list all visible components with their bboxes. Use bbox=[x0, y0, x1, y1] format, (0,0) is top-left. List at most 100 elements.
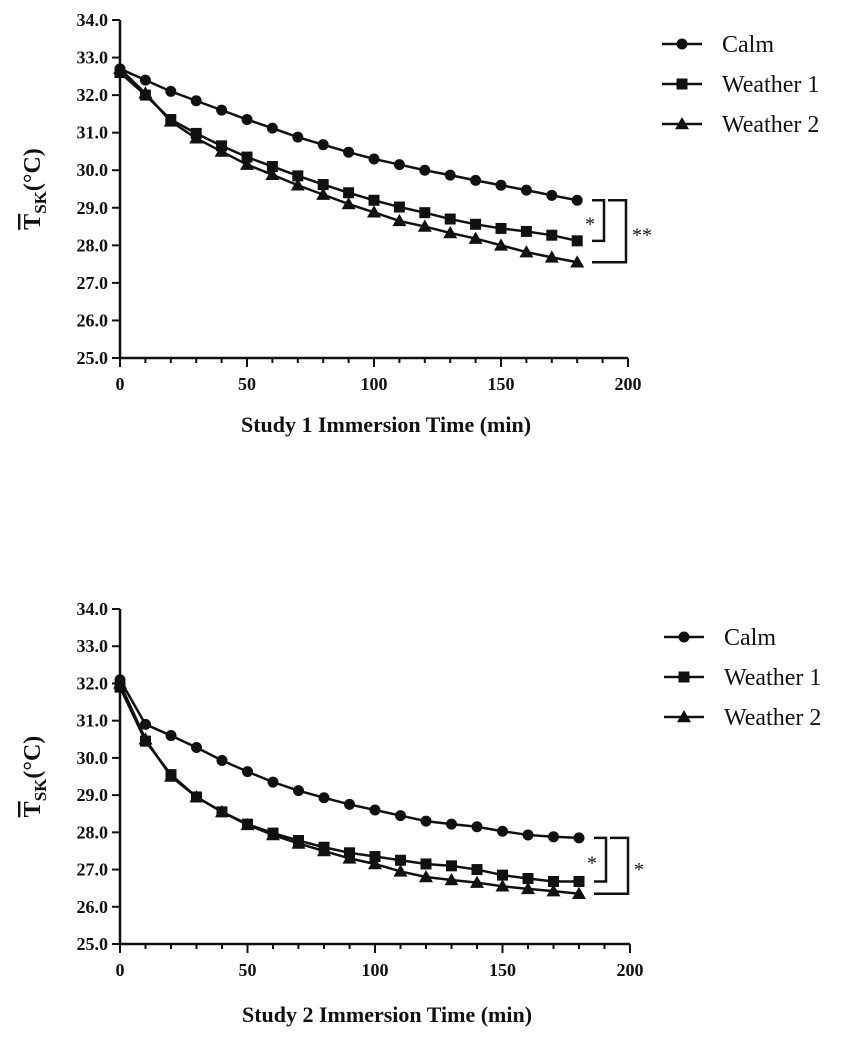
x-tick-label: 100 bbox=[361, 374, 388, 394]
chart-panel-2: 25.0 26.0 27.0 28.0 29.0 30.0 31.0 32.0 33.0 34.0… bbox=[20, 599, 821, 1027]
data-point bbox=[544, 250, 559, 263]
legend-item-weather-2: Weather 2 bbox=[662, 112, 819, 138]
series-calm bbox=[114, 63, 583, 206]
data-point bbox=[393, 159, 405, 171]
y-axis-title-sub: SK bbox=[31, 190, 50, 213]
data-point bbox=[570, 255, 585, 268]
data-point bbox=[522, 829, 534, 841]
legend-item-calm: Calm bbox=[664, 625, 776, 651]
data-point bbox=[266, 160, 278, 172]
chart-panel-1: 25.0 26.0 27.0 28.0 29.0 30.0 31.0 32.0 33.0 34.0… bbox=[20, 10, 819, 437]
series-calm bbox=[114, 674, 585, 844]
data-point bbox=[393, 864, 408, 877]
data-point bbox=[494, 238, 508, 251]
data-point bbox=[573, 875, 585, 887]
y-tick-label: 31.0 bbox=[77, 711, 109, 731]
significance-label: * bbox=[587, 853, 597, 875]
y-tick-label: 32.0 bbox=[77, 673, 109, 693]
data-point bbox=[471, 864, 483, 876]
data-point bbox=[343, 146, 355, 158]
data-point bbox=[317, 139, 329, 151]
data-point bbox=[522, 872, 534, 884]
data-point bbox=[572, 886, 586, 899]
y-axis-title-main: T bbox=[20, 214, 46, 230]
data-point bbox=[470, 218, 482, 230]
significance-brackets: * * bbox=[587, 836, 644, 895]
data-point bbox=[573, 832, 585, 844]
data-point bbox=[368, 153, 380, 165]
data-point bbox=[548, 875, 559, 887]
y-tick-label: 27.0 bbox=[77, 860, 109, 880]
data-point bbox=[497, 869, 508, 881]
y-tick-label: 30.0 bbox=[77, 748, 109, 768]
data-point bbox=[240, 157, 254, 170]
legend-item-weather-1: Weather 1 bbox=[664, 665, 821, 691]
bracket-weather1 bbox=[592, 199, 606, 243]
data-point bbox=[497, 825, 508, 837]
data-point bbox=[571, 194, 583, 206]
legend-item-weather-1: Weather 1 bbox=[662, 72, 819, 98]
x-tick-label: 0 bbox=[116, 960, 125, 980]
y-axis-title-unit: (°C) bbox=[20, 148, 46, 191]
y-axis-title-main: T bbox=[20, 801, 46, 817]
significance-label: * bbox=[585, 214, 595, 236]
data-point bbox=[470, 174, 482, 186]
data-point bbox=[190, 95, 202, 107]
y-tick-label: 30.0 bbox=[77, 160, 109, 180]
data-point bbox=[139, 74, 151, 86]
data-point bbox=[520, 225, 532, 237]
data-point bbox=[189, 131, 204, 144]
data-point bbox=[546, 189, 558, 201]
legend-item-calm: Calm bbox=[662, 32, 774, 58]
x-tick-label: 150 bbox=[488, 374, 515, 394]
data-point bbox=[395, 854, 406, 866]
data-point bbox=[520, 184, 532, 196]
y-tick-label: 33.0 bbox=[77, 636, 109, 656]
data-point bbox=[471, 821, 483, 833]
data-point bbox=[241, 151, 253, 163]
y-tick-label: 34.0 bbox=[77, 10, 109, 30]
x-tick-label: 100 bbox=[362, 960, 389, 980]
data-point bbox=[420, 815, 432, 827]
data-point bbox=[317, 178, 329, 190]
x-tick-label: 200 bbox=[617, 960, 644, 980]
data-point bbox=[138, 732, 153, 745]
significance-label: ** bbox=[632, 224, 652, 246]
bracket-weather1 bbox=[594, 836, 608, 883]
data-point bbox=[395, 810, 406, 822]
data-point bbox=[291, 836, 306, 849]
series-line bbox=[118, 679, 580, 840]
bracket-weather2 bbox=[592, 199, 628, 264]
y-tick-label: 29.0 bbox=[77, 198, 109, 218]
data-point bbox=[419, 870, 433, 883]
data-point bbox=[443, 225, 458, 239]
x-tick-label: 0 bbox=[116, 374, 125, 394]
data-point bbox=[214, 144, 229, 157]
data-point bbox=[138, 86, 153, 99]
y-tick-label: 33.0 bbox=[77, 48, 109, 68]
bracket-weather2 bbox=[594, 836, 630, 895]
data-point bbox=[290, 178, 305, 191]
y-tick-label: 25.0 bbox=[77, 934, 109, 954]
data-point bbox=[470, 875, 484, 888]
data-point bbox=[495, 879, 510, 892]
x-tick-label: 200 bbox=[615, 374, 642, 394]
data-point bbox=[546, 229, 558, 241]
data-point bbox=[293, 785, 304, 797]
data-point bbox=[164, 769, 178, 782]
y-tick-label: 26.0 bbox=[77, 897, 109, 917]
series-weather-2 bbox=[113, 61, 585, 268]
data-point bbox=[216, 104, 228, 116]
data-point bbox=[446, 818, 457, 830]
data-point bbox=[292, 131, 304, 143]
data-point bbox=[419, 164, 431, 176]
data-point bbox=[316, 187, 331, 200]
data-point bbox=[189, 789, 204, 803]
y-tick-label: 25.0 bbox=[77, 348, 109, 368]
data-point bbox=[419, 207, 431, 219]
data-point bbox=[495, 179, 507, 191]
data-point bbox=[113, 676, 127, 689]
data-point bbox=[546, 884, 561, 897]
y-tick-label: 28.0 bbox=[77, 822, 109, 842]
data-point bbox=[342, 851, 357, 864]
